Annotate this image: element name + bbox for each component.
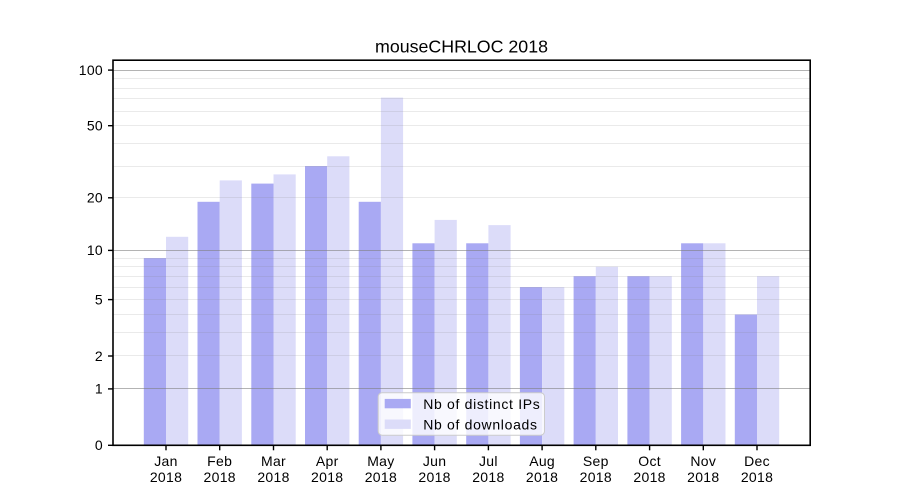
svg-text:May: May	[367, 453, 394, 469]
svg-text:50: 50	[87, 118, 103, 134]
svg-text:Jul: Jul	[479, 453, 498, 469]
svg-text:Oct: Oct	[638, 453, 661, 469]
svg-text:2018: 2018	[633, 469, 665, 485]
svg-text:10: 10	[87, 242, 103, 258]
svg-text:Nb of distinct IPs: Nb of distinct IPs	[423, 396, 540, 412]
svg-text:2018: 2018	[526, 469, 558, 485]
svg-text:Sep: Sep	[583, 453, 609, 469]
svg-text:0: 0	[95, 437, 103, 453]
svg-text:2018: 2018	[150, 469, 182, 485]
svg-text:2018: 2018	[580, 469, 612, 485]
svg-text:Nov: Nov	[690, 453, 716, 469]
svg-text:2018: 2018	[311, 469, 343, 485]
svg-text:2018: 2018	[418, 469, 450, 485]
svg-text:Dec: Dec	[744, 453, 770, 469]
svg-text:Jun: Jun	[423, 453, 446, 469]
svg-text:2: 2	[95, 348, 103, 364]
svg-text:mouseCHRLOC 2018: mouseCHRLOC 2018	[375, 36, 548, 56]
svg-text:Aug: Aug	[529, 453, 555, 469]
svg-text:20: 20	[87, 190, 103, 206]
svg-text:Feb: Feb	[207, 453, 232, 469]
svg-text:2018: 2018	[204, 469, 236, 485]
svg-text:Mar: Mar	[261, 453, 286, 469]
svg-text:2018: 2018	[472, 469, 504, 485]
svg-text:1: 1	[95, 381, 103, 397]
svg-text:100: 100	[79, 62, 103, 78]
svg-text:Jan: Jan	[154, 453, 177, 469]
svg-text:Nb of downloads: Nb of downloads	[423, 417, 538, 433]
svg-text:2018: 2018	[741, 469, 773, 485]
svg-text:2018: 2018	[365, 469, 397, 485]
svg-text:Apr: Apr	[316, 453, 339, 469]
svg-text:2018: 2018	[257, 469, 289, 485]
svg-text:2018: 2018	[687, 469, 719, 485]
svg-text:5: 5	[95, 291, 103, 307]
